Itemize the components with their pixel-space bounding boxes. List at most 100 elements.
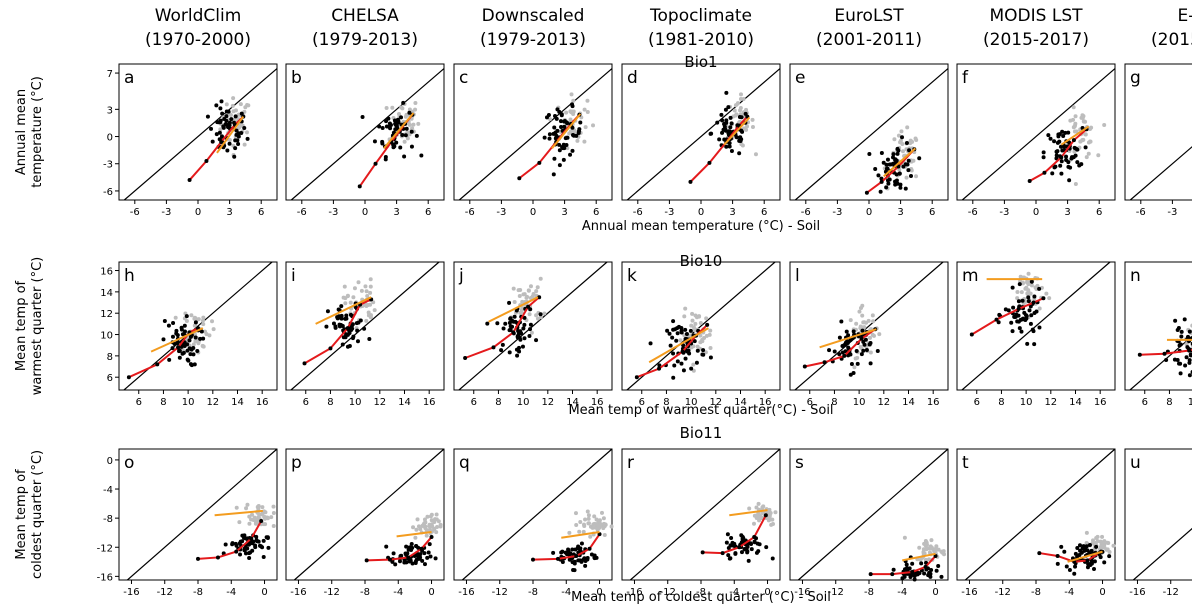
black-point [409, 144, 414, 149]
black-point [1075, 545, 1080, 550]
black-point [722, 121, 727, 126]
grey-point [704, 316, 709, 321]
grey-point [372, 308, 377, 313]
black-point [583, 563, 588, 568]
black-point [687, 351, 692, 356]
black-point [355, 328, 360, 333]
grey-point [404, 112, 409, 117]
grey-point [368, 290, 373, 295]
black-point [1011, 305, 1016, 310]
x-tick-label: 6 [974, 397, 980, 408]
grey-point [210, 319, 215, 324]
black-point [737, 151, 742, 156]
red-fit-point [357, 184, 362, 189]
black-point [715, 120, 720, 125]
panel-r: -16 -12 -8 -4 0 r [621, 448, 781, 598]
panel-frame [118, 63, 278, 201]
black-point [1026, 295, 1031, 300]
black-point [571, 567, 576, 572]
black-point [522, 315, 527, 320]
black-point [522, 322, 527, 327]
grey-point [351, 295, 356, 300]
black-point [851, 329, 856, 334]
orange-fit-line [383, 112, 415, 149]
x-tick-label: 14 [566, 397, 579, 408]
black-point [199, 329, 204, 334]
black-point [679, 330, 684, 335]
grey-point [237, 520, 242, 525]
grey-point [366, 313, 371, 318]
black-point [1175, 358, 1180, 363]
x-tick-label: -4 [226, 587, 236, 598]
grey-point [271, 523, 276, 528]
black-point [1050, 171, 1055, 176]
black-point [198, 336, 203, 341]
grey-point [352, 286, 357, 291]
grey-point [860, 303, 865, 308]
column-title-years: (2001-2011) [816, 30, 922, 50]
y-tick-label: 0 [107, 456, 113, 467]
black-point [1066, 164, 1071, 169]
black-point [516, 332, 521, 337]
grey-point [201, 315, 206, 320]
grey-point [927, 550, 932, 555]
orange-fit-line [1067, 550, 1103, 563]
black-point [393, 562, 398, 567]
x-tick-label: 3 [393, 207, 399, 218]
x-tick-label: 14 [1069, 397, 1082, 408]
red-fit-point [463, 356, 468, 360]
grey-point [601, 526, 606, 531]
black-point [746, 558, 751, 563]
black-point [884, 185, 889, 190]
black-point [528, 322, 533, 327]
x-tick-label: -12 [324, 587, 340, 598]
grey-point [224, 102, 229, 107]
black-point [1059, 159, 1064, 164]
black-point [166, 323, 171, 328]
black-point [832, 349, 837, 354]
grey-point [425, 514, 430, 519]
x-tick-label: -6 [633, 207, 643, 218]
grey-point [575, 138, 580, 143]
black-point [579, 558, 584, 563]
red-fit-point [176, 345, 181, 350]
black-point [757, 542, 762, 547]
x-tick-label: 3 [561, 207, 567, 218]
black-point [721, 127, 726, 132]
black-point [1063, 130, 1068, 135]
black-point [692, 339, 697, 344]
x-tick-label: 0 [362, 207, 368, 218]
black-point [855, 361, 860, 366]
x-tick-label: 0 [195, 207, 201, 218]
black-point [724, 540, 729, 545]
grey-point [400, 106, 405, 111]
grey-point [371, 300, 376, 305]
x-tick-label: -6 [968, 207, 978, 218]
y-tick-label: -6 [103, 187, 113, 198]
x-tick-label: -8 [864, 587, 874, 598]
black-point [1059, 171, 1064, 176]
x-tick-label: -12 [492, 587, 508, 598]
panel-letter: f [962, 68, 969, 88]
black-point [254, 538, 259, 543]
black-point [391, 145, 396, 150]
x-tick-label: -8 [360, 587, 370, 598]
black-point [554, 116, 559, 121]
column-title-name: E-OBS [1178, 6, 1192, 26]
x-tick-label: 16 [927, 397, 940, 408]
x-tick-label: 14 [398, 397, 411, 408]
grey-point [599, 510, 604, 515]
grey-point [1044, 291, 1049, 296]
black-point [171, 320, 176, 325]
grey-point [200, 344, 205, 349]
black-point [428, 554, 433, 559]
grey-point [1088, 139, 1093, 144]
black-point [1083, 145, 1088, 150]
black-point [675, 359, 680, 364]
black-point [724, 90, 729, 95]
row-title: Bio1 [684, 53, 717, 71]
y-axis-label: Annual mean temperature (°C) [14, 76, 45, 188]
black-point [1064, 564, 1069, 569]
black-point [205, 114, 210, 119]
y-tick-label: -16 [97, 572, 113, 583]
